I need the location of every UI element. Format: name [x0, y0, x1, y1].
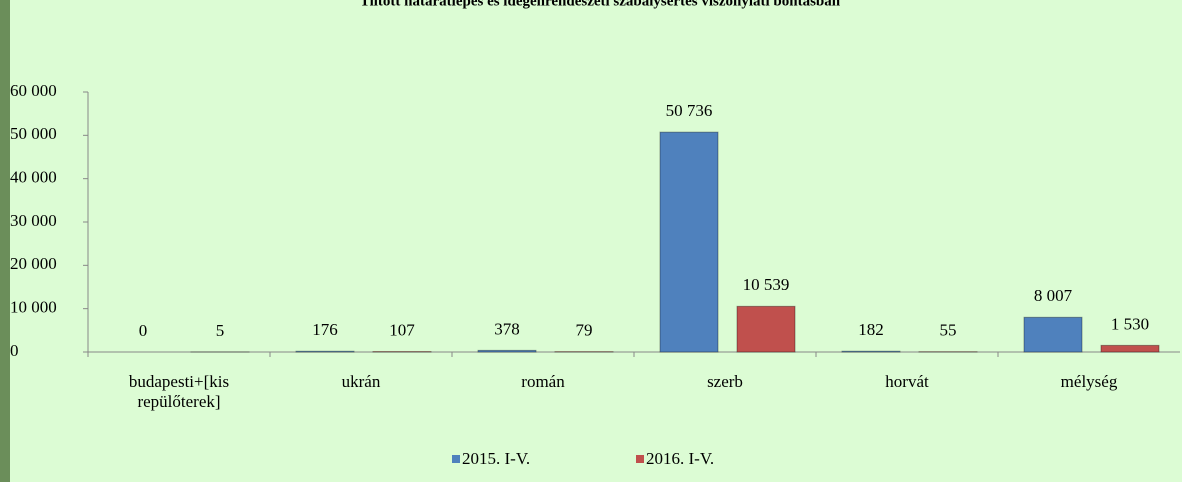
y-tick-label: 0 — [10, 341, 19, 360]
x-tick-label: szerb — [707, 372, 743, 391]
y-tick-label: 50 000 — [10, 124, 57, 143]
y-tick-label: 30 000 — [10, 211, 57, 230]
y-tick-label: 60 000 — [10, 81, 57, 100]
legend-label: 2015. I-V. — [462, 449, 530, 468]
y-tick-label: 20 000 — [10, 254, 57, 273]
chart-title: Tiltott határátlépés és idegenrendészeti… — [360, 0, 841, 9]
data-label: 50 736 — [666, 101, 713, 120]
bar — [477, 349, 537, 353]
x-tick-label: budapesti+[kis repülőterek] — [128, 372, 230, 411]
data-label: 1 530 — [1111, 314, 1149, 333]
legend-label: 2016. I-V. — [646, 449, 714, 468]
data-label: 0 — [139, 321, 148, 340]
data-label: 79 — [576, 321, 593, 340]
x-tick-label: ukrán — [341, 372, 381, 391]
frame-edge — [0, 0, 10, 482]
y-tick-label: 40 000 — [10, 168, 57, 187]
data-label: 55 — [940, 321, 957, 340]
bar — [1023, 316, 1083, 353]
bar — [1100, 344, 1160, 353]
x-tick-label: román — [521, 372, 565, 391]
y-tick-label: 10 000 — [10, 298, 57, 317]
data-label: 107 — [389, 320, 415, 339]
legend-swatch — [452, 455, 460, 463]
data-label: 182 — [858, 320, 884, 339]
x-tick-label: mélység — [1060, 372, 1118, 391]
data-label: 5 — [216, 321, 225, 340]
legend-swatch — [636, 455, 644, 463]
data-label: 176 — [312, 320, 338, 339]
data-label: 8 007 — [1034, 286, 1073, 305]
x-tick-label: horvát — [885, 372, 929, 391]
data-label: 10 539 — [743, 275, 790, 294]
bar — [736, 305, 796, 353]
bar — [841, 350, 901, 353]
bar — [295, 350, 355, 353]
bar — [659, 131, 719, 353]
data-label: 378 — [494, 319, 520, 338]
